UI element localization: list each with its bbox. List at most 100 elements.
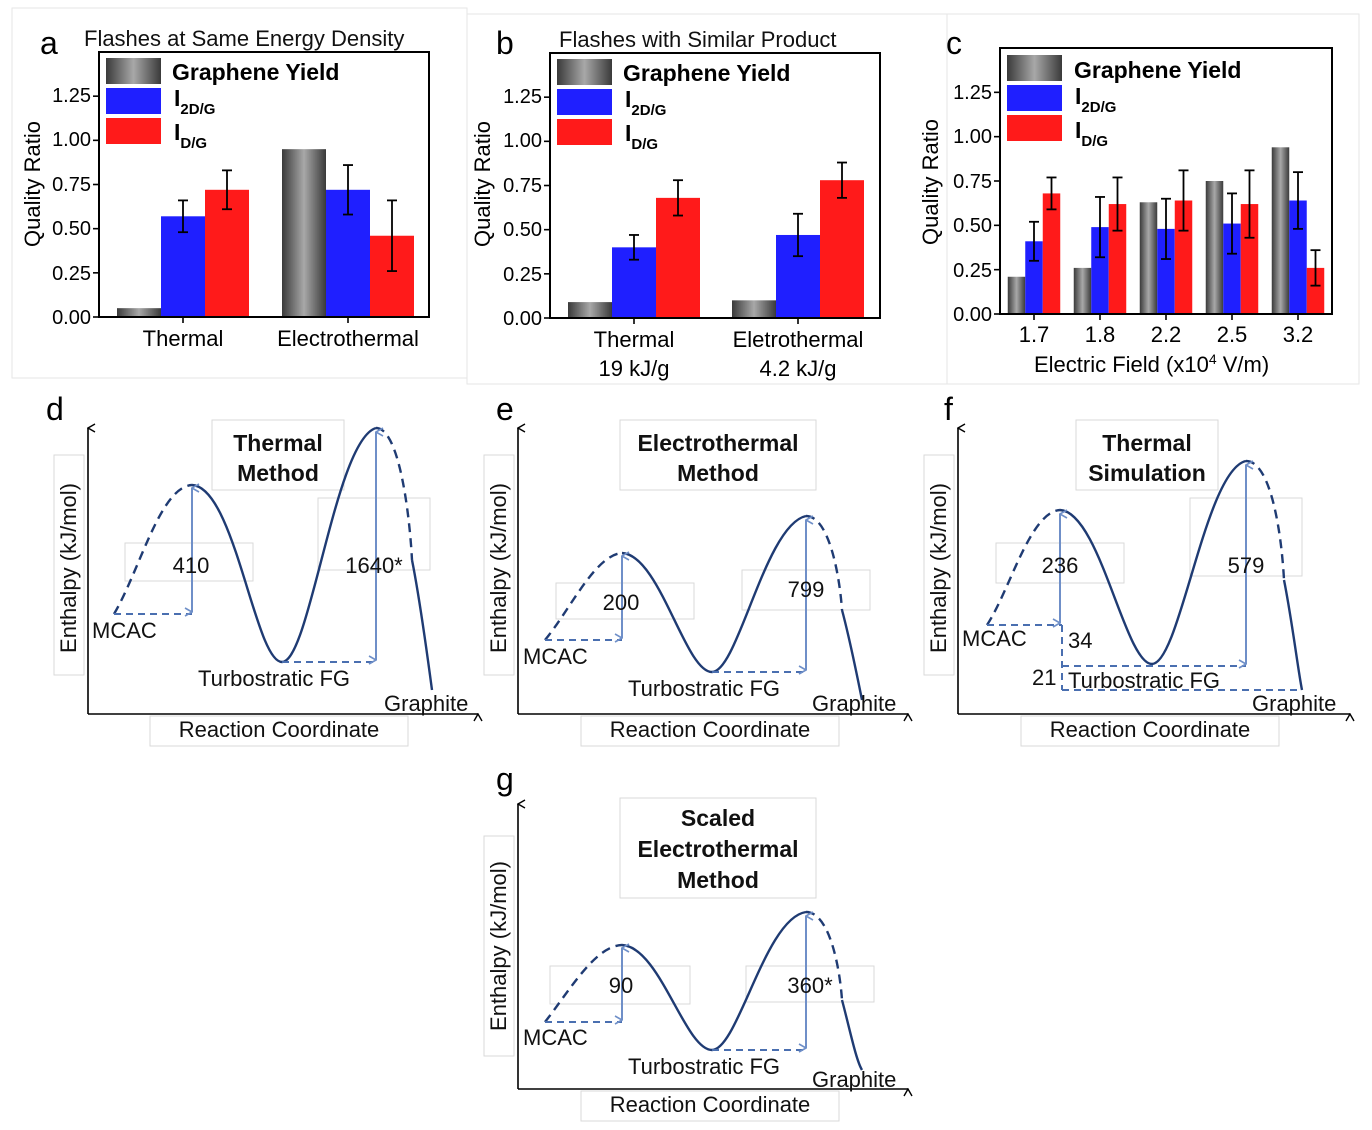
panel-g-middle-label: Turbostratic FG [628, 1054, 780, 1079]
errorbar-i2d-b-1 [793, 212, 803, 258]
panel-a-ytick: 0.75 [52, 174, 91, 196]
panel-g-barrier1: 90 [609, 973, 633, 998]
bar-yield-c-3 [1205, 181, 1224, 314]
panel-e-xlabel-box [580, 715, 840, 747]
panel-f-letter: f [944, 391, 953, 427]
panel-f-barrier1: 236 [1042, 553, 1079, 578]
panel-a-ytick: 1.25 [52, 85, 91, 107]
legend-i2d-label: I2D/G [1075, 83, 1116, 116]
panel-a-category: Thermal [143, 326, 224, 351]
legend-yield-label: Graphene Yield [172, 59, 339, 85]
panel-g-title: Scaled [681, 805, 755, 831]
panel-b-ytick: 0.50 [503, 219, 542, 241]
panel-a: a Flashes at Same Energy Density Quality… [20, 25, 430, 351]
panel-f-barrier2: 579 [1228, 553, 1265, 578]
panel-e-barrier1: 200 [603, 590, 640, 615]
errorbar-i2d-c-2 [1161, 197, 1171, 260]
errorbar-i2d-b-0 [629, 234, 639, 261]
panel-c-xlabel: Electric Field (x104 V/m) [1034, 351, 1269, 377]
errorbar-idg-b-0 [673, 179, 683, 217]
bar-yield-c-0 [1007, 276, 1026, 314]
panel-e-ylabel-box [483, 454, 515, 676]
panel-c-legend: Graphene Yield I2D/G ID/G [1007, 55, 1241, 150]
panel-c-ylabel: Quality Ratio [918, 119, 943, 245]
panel-e-title-box [619, 419, 817, 491]
legend-swatch-yield [1007, 55, 1062, 81]
errorbar-i2d-c-1 [1095, 196, 1105, 259]
panel-g-barrier2: 360* [787, 973, 833, 998]
panel-b-bars [568, 161, 864, 318]
panel-f-xlabel-box [1020, 715, 1280, 747]
errorbar-i2d-c-0 [1029, 220, 1039, 262]
bar-yield-c-4 [1271, 147, 1290, 314]
legend-swatch-i2d [106, 88, 161, 114]
panel-a-ytick: 0.00 [52, 307, 91, 329]
panel-a-tickmarks [93, 95, 349, 323]
panel-e-letter: e [496, 391, 514, 427]
panel-b-legend: Graphene Yield I2D/G ID/G [557, 59, 790, 153]
panel-f-title: Thermal [1102, 430, 1191, 456]
panel-e-curve-drop [840, 609, 864, 701]
panel-d-ylabel-box [53, 454, 85, 676]
legend-idg-label: ID/G [1075, 117, 1108, 150]
panel-g-xlabel-box [580, 1090, 840, 1122]
panel-a-ytick: 0.50 [52, 218, 91, 240]
panel-f-middle-label: Turbostratic FG [1068, 668, 1220, 693]
panel-d-title-box [211, 419, 345, 491]
panel-c-ytick: 0.00 [953, 304, 992, 326]
legend-swatch-idg [557, 119, 612, 145]
panel-f-ylabel-box [923, 454, 955, 676]
panel-b-letter: b [496, 25, 514, 61]
legend-yield-label: Graphene Yield [1074, 57, 1241, 83]
panel-c: c Quality Ratio 0.00 0.25 0.50 0.75 1.00… [918, 25, 1333, 377]
bar-yield-a-1 [282, 149, 326, 317]
panel-e-curve-rise1 [544, 551, 623, 641]
errorbar-i2d-c-4 [1293, 171, 1303, 230]
legend-swatch-i2d [557, 89, 612, 115]
panel-b-ytick: 1.25 [503, 86, 542, 108]
errorbar-i2d-a-0 [178, 199, 188, 234]
panel-c-tickmarks [994, 91, 1299, 320]
panel-g-ylabel: Enthalpy (kJ/mol) [486, 861, 511, 1031]
panel-g-title: Electrothermal [637, 836, 798, 862]
panel-c-letter: c [946, 25, 962, 61]
panel-d-title: Thermal [233, 430, 322, 456]
bar-yield-c-2 [1139, 202, 1158, 314]
panel-e: e Electrothermal Method Enthalpy (kJ/mol… [483, 391, 908, 747]
bar-i2d-c-2 [1157, 228, 1175, 314]
panel-f-ylabel: Enthalpy (kJ/mol) [926, 483, 951, 653]
panel-a-letter: a [40, 25, 58, 61]
panel-c-ytick: 0.50 [953, 215, 992, 237]
bar-idg-c-0 [1042, 193, 1061, 314]
errorbar-i2d-a-1 [343, 164, 353, 216]
legend-idg-label: ID/G [174, 119, 207, 152]
panel-g-start-label: MCAC [523, 1025, 588, 1050]
panel-a-legend: Graphene Yield I2D/G ID/G [106, 58, 339, 152]
panel-f-title: Simulation [1088, 460, 1206, 486]
panel-b-title: Flashes with Similar Product [559, 27, 837, 52]
legend-swatch-idg [106, 118, 161, 144]
panel-c-ytick: 1.00 [953, 126, 992, 148]
panel-c-bars [1007, 147, 1325, 314]
panel-c-category: 2.5 [1217, 322, 1248, 347]
panel-f-curve-drop [1282, 579, 1304, 691]
errorbar-idg-c-0 [1046, 176, 1057, 211]
bar-i2d-c-3 [1223, 223, 1241, 314]
panel-b-ytick: 0.25 [503, 264, 542, 286]
panel-d-curve-drop [410, 559, 434, 691]
bar-i2d-c-0 [1025, 241, 1043, 314]
legend-swatch-yield [557, 59, 612, 85]
panel-b-category: Eletrothermal [733, 327, 864, 352]
legend-swatch-idg [1007, 115, 1062, 141]
panel-a-title: Flashes at Same Energy Density [84, 26, 404, 51]
errorbar-idg-c-4 [1310, 249, 1321, 287]
panel-c-ytick: 0.75 [953, 171, 992, 193]
panel-e-start-label: MCAC [523, 644, 588, 669]
panel-a-ytick: 0.25 [52, 263, 91, 285]
legend-i2d-label: I2D/G [625, 86, 666, 119]
bar-idg-c-4 [1306, 267, 1325, 314]
bar-i2d-c-1 [1091, 227, 1109, 314]
panel-c-ytick: 0.25 [953, 260, 992, 282]
panel-d-barrier1: 410 [173, 553, 210, 578]
panel-c-category: 3.2 [1283, 322, 1314, 347]
